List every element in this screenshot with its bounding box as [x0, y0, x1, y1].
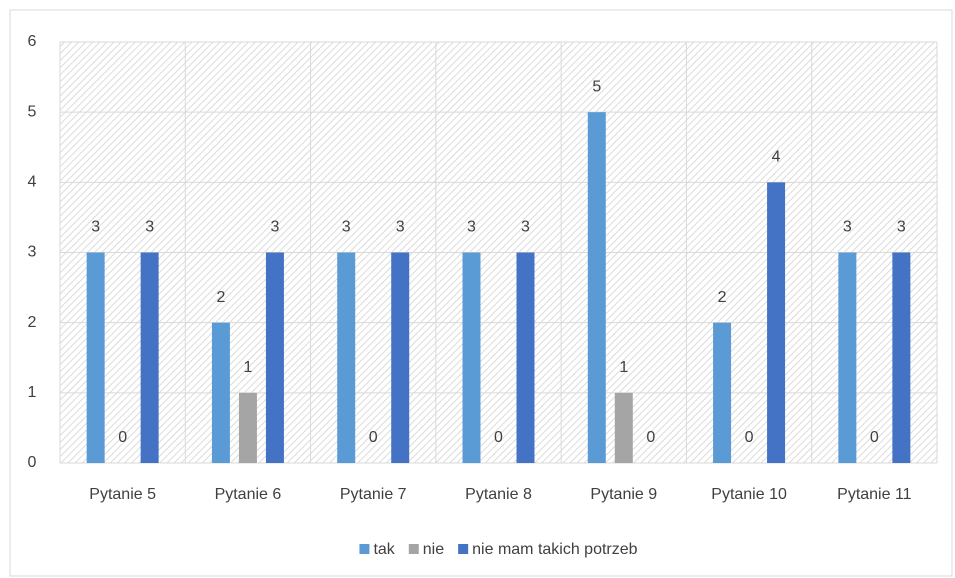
legend-swatch — [458, 544, 469, 554]
y-tick-label: 0 — [28, 454, 37, 471]
x-tick-label: Pytanie 5 — [89, 486, 156, 503]
data-label: 3 — [91, 219, 100, 236]
bar — [713, 322, 732, 463]
bar — [587, 112, 606, 464]
data-label: 3 — [467, 219, 476, 236]
data-label: 0 — [870, 429, 879, 446]
data-label: 4 — [772, 149, 781, 166]
y-tick-label: 6 — [28, 33, 37, 50]
data-label: 3 — [521, 219, 530, 236]
bar — [838, 252, 857, 463]
data-label: 3 — [843, 219, 852, 236]
y-tick-label: 3 — [28, 244, 37, 261]
data-label: 0 — [118, 429, 127, 446]
y-tick-label: 1 — [28, 384, 37, 401]
bar — [516, 252, 535, 463]
data-label: 3 — [342, 219, 351, 236]
data-label: 3 — [396, 219, 405, 236]
data-label: 0 — [369, 429, 378, 446]
x-tick-label: Pytanie 11 — [837, 486, 912, 503]
bar — [614, 392, 633, 463]
bar — [238, 392, 257, 463]
bar — [462, 252, 481, 463]
legend-label: tak — [373, 541, 395, 558]
x-tick-label: Pytanie 10 — [711, 486, 787, 503]
data-label: 3 — [270, 219, 279, 236]
bar — [211, 322, 230, 463]
data-label: 3 — [145, 219, 154, 236]
bar — [140, 252, 159, 463]
y-tick-label: 4 — [28, 174, 37, 191]
data-label: 0 — [745, 429, 754, 446]
x-tick-label: Pytanie 6 — [215, 486, 282, 503]
x-tick-label: Pytanie 8 — [465, 486, 532, 503]
bar — [892, 252, 911, 463]
bar — [86, 252, 105, 463]
data-label: 0 — [646, 429, 655, 446]
y-tick-label: 5 — [28, 103, 37, 120]
data-label: 1 — [619, 359, 628, 376]
bar — [767, 182, 786, 464]
bar — [337, 252, 356, 463]
data-label: 0 — [494, 429, 503, 446]
data-label: 2 — [718, 289, 727, 306]
legend-label: nie — [423, 541, 444, 558]
data-label: 3 — [897, 219, 906, 236]
y-tick-label: 2 — [28, 314, 37, 331]
bar — [265, 252, 284, 463]
legend-swatch — [408, 544, 419, 554]
x-tick-label: Pytanie 7 — [340, 486, 407, 503]
x-tick-label: Pytanie 9 — [590, 486, 657, 503]
bar — [391, 252, 410, 463]
legend-label: nie mam takich potrzeb — [472, 541, 638, 558]
data-label: 5 — [592, 78, 601, 95]
data-label: 1 — [243, 359, 252, 376]
legend-swatch — [359, 544, 370, 554]
data-label: 2 — [216, 289, 225, 306]
